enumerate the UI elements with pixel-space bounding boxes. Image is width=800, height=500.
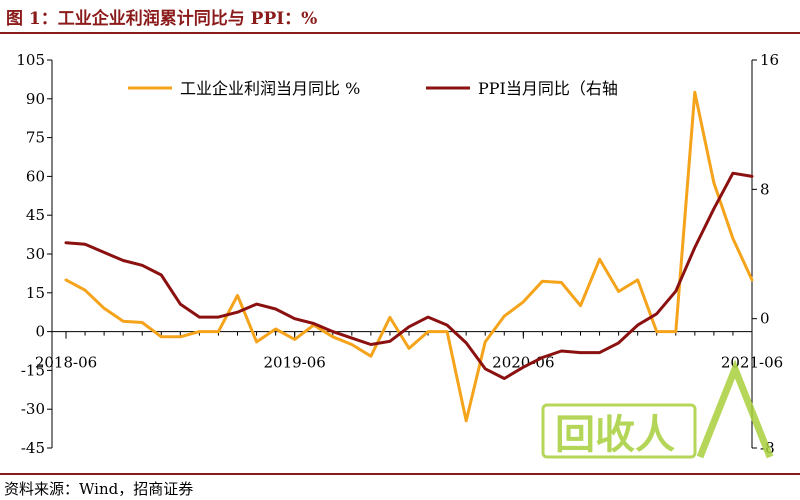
title-rule bbox=[0, 32, 800, 34]
left-tick-label: -30 bbox=[21, 400, 45, 418]
right-tick-label: 0 bbox=[760, 310, 770, 328]
x-tick-label: 2021-06 bbox=[721, 354, 783, 372]
left-tick-label: 45 bbox=[26, 206, 45, 224]
x-tick-label: 2018-06 bbox=[35, 354, 97, 372]
left-tick-label: -45 bbox=[21, 439, 45, 457]
legend-label-ppi: PPI当月同比（右轴 bbox=[478, 79, 618, 98]
right-tick-label: 8 bbox=[760, 180, 770, 198]
footer-rule bbox=[0, 473, 800, 475]
watermark-logo-text: 回收人 bbox=[555, 412, 675, 458]
source-note: 资料来源：Wind，招商证券 bbox=[4, 480, 194, 498]
right-tick-label: 16 bbox=[760, 51, 779, 69]
legend-label-profit: 工业企业利润当月同比 % bbox=[180, 79, 360, 98]
title-bar: 图 1：工业企业利润累计同比与 PPI：% bbox=[0, 0, 800, 34]
left-tick-label: 75 bbox=[26, 129, 45, 147]
left-tick-label: 15 bbox=[26, 284, 45, 302]
left-tick-label: 30 bbox=[26, 245, 45, 263]
left-tick-label: 60 bbox=[26, 167, 45, 185]
watermark-peak-icon bbox=[696, 359, 774, 459]
left-tick-label: 0 bbox=[35, 323, 45, 341]
left-tick-label: 90 bbox=[26, 90, 45, 108]
x-tick-label: 2019-06 bbox=[263, 354, 325, 372]
ppi-series-line bbox=[64, 171, 754, 380]
left-tick-label: 105 bbox=[16, 51, 45, 69]
watermark-box bbox=[541, 403, 697, 459]
left-tick-label: -15 bbox=[21, 361, 45, 379]
chart-title: 图 1：工业企业利润累计同比与 PPI：% bbox=[6, 9, 318, 29]
profit-series-line bbox=[64, 90, 754, 423]
